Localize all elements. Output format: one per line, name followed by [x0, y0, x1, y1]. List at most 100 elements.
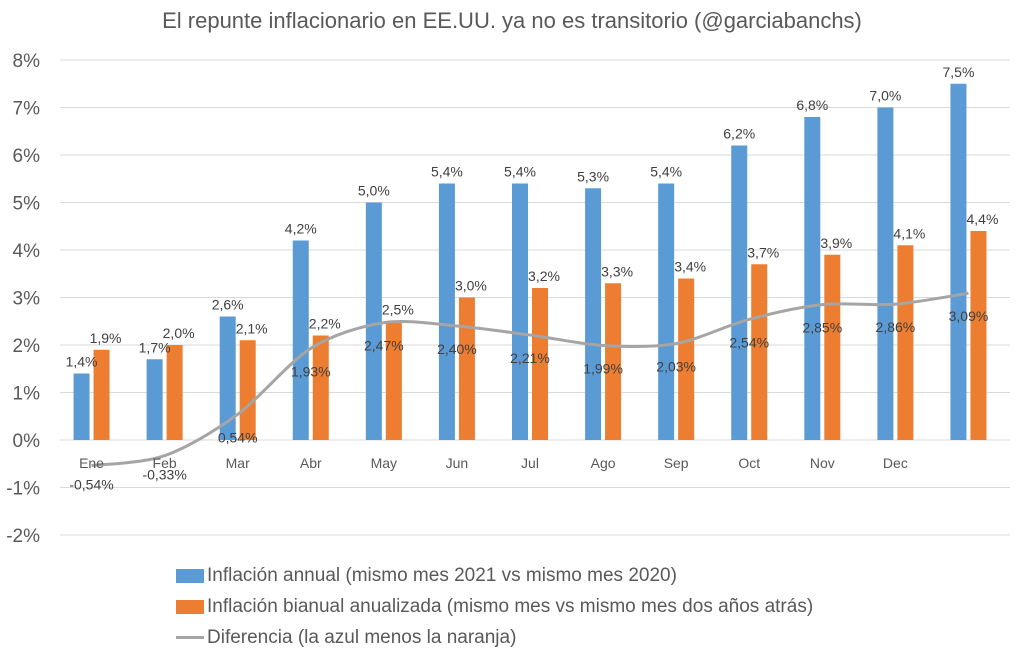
- data-label-difference: 2,86%: [876, 319, 916, 335]
- data-label-biannual: 4,1%: [893, 225, 925, 241]
- bar-annual: [292, 240, 309, 440]
- bar-biannual: [605, 283, 622, 440]
- bar-biannual: [897, 245, 914, 440]
- y-tick-label: 5%: [13, 194, 41, 215]
- x-tick-label: Jul: [521, 455, 539, 471]
- y-tick-label: 7%: [13, 99, 41, 120]
- bar-annual: [365, 202, 382, 440]
- bar-biannual: [458, 297, 475, 440]
- data-label-biannual: 3,3%: [601, 263, 633, 279]
- x-tick-label: Oct: [738, 455, 760, 471]
- bar-biannual: [532, 288, 548, 440]
- chart-plot: -2% -1% 0% 1% 2% 3% 4% 5% 6% 7% 8% Ene Feb Mar Abr May…: [6, 51, 1010, 547]
- data-label-annual: 1,4%: [66, 354, 98, 370]
- data-label-difference: 1,99%: [583, 360, 623, 376]
- bars: [73, 83, 987, 440]
- x-tick-label: Abr: [300, 455, 322, 471]
- legend-swatch-orange: [176, 599, 204, 614]
- data-label-difference: 2,54%: [729, 334, 769, 350]
- y-tick-label: -2%: [6, 526, 40, 547]
- x-tick-label: Ago: [591, 455, 616, 471]
- x-tick-label: Ene: [79, 455, 104, 471]
- data-label-annual: 4,2%: [285, 221, 317, 237]
- legend-item-biannual[interactable]: Inflación bianual anualizada (mismo mes …: [176, 591, 813, 622]
- data-label-difference: 2,40%: [437, 341, 477, 357]
- data-label-annual: 7,5%: [943, 64, 975, 80]
- data-label-annual: 1,7%: [139, 339, 171, 355]
- data-label-annual: 6,2%: [723, 126, 755, 142]
- x-tick-label: Jun: [446, 455, 469, 471]
- data-label-annual: 6,8%: [796, 97, 828, 113]
- bar-biannual: [312, 335, 329, 440]
- data-label-difference: 2,85%: [802, 320, 842, 336]
- data-label-annual: 5,3%: [577, 168, 609, 184]
- data-label-biannual: 2,2%: [309, 316, 341, 332]
- legend-item-difference[interactable]: Diferencia (la azul menos la naranja): [176, 622, 813, 653]
- y-axis-ticks: -2% -1% 0% 1% 2% 3% 4% 5% 6% 7% 8%: [6, 51, 40, 547]
- x-tick-label: May: [371, 455, 397, 471]
- y-tick-label: 8%: [13, 51, 41, 72]
- bar-annual: [438, 183, 455, 440]
- data-label-biannual: 4,4%: [967, 211, 999, 227]
- bar-biannual: [751, 264, 768, 440]
- legend-swatch-blue: [176, 568, 204, 583]
- data-label-annual: 2,6%: [212, 297, 244, 313]
- bar-annual: [146, 359, 163, 440]
- legend-label-biannual: Inflación bianual anualizada (mismo mes …: [207, 595, 814, 617]
- bar-biannual: [239, 340, 256, 440]
- bar-biannual: [166, 345, 183, 440]
- bar-biannual: [678, 278, 695, 440]
- data-label-difference: 2,47%: [364, 338, 404, 354]
- x-axis-ticks: Ene Feb Mar Abr May Jun Jul Ago Sep Oct Nov Dec: [79, 455, 908, 471]
- legend: Inflación annual (mismo mes 2021 vs mism…: [176, 560, 813, 653]
- y-tick-label: 6%: [13, 146, 41, 167]
- x-tick-label: Dec: [883, 455, 908, 471]
- data-label-biannual: 2,5%: [382, 301, 414, 317]
- data-label-difference: 2,21%: [510, 350, 550, 366]
- y-tick-label: 4%: [13, 241, 41, 262]
- bar-annual: [73, 373, 90, 440]
- bar-biannual: [970, 231, 987, 440]
- bar-biannual: [824, 254, 841, 440]
- bar-annual: [950, 83, 967, 440]
- x-tick-label: Sep: [664, 455, 689, 471]
- y-tick-label: 0%: [13, 431, 41, 452]
- bar-annual: [585, 188, 602, 440]
- bar-annual: [658, 183, 675, 440]
- difference-line-group: [91, 291, 969, 468]
- legend-label-annual: Inflación annual (mismo mes 2021 vs mism…: [207, 564, 677, 586]
- data-label-difference: -0,54%: [69, 477, 113, 493]
- data-label-annual: 5,0%: [358, 183, 390, 199]
- data-label-difference: 0,54%: [218, 429, 258, 445]
- y-tick-label: 2%: [13, 336, 41, 357]
- data-label-annual: 5,4%: [431, 164, 463, 180]
- bar-biannual: [93, 349, 110, 440]
- bar-annual: [877, 107, 894, 440]
- data-label-biannual: 3,2%: [528, 268, 560, 284]
- x-tick-label: Nov: [810, 455, 835, 471]
- y-tick-label: -1%: [6, 479, 40, 500]
- bar-annual: [804, 117, 821, 440]
- data-label-annual: 5,4%: [650, 164, 682, 180]
- legend-item-annual[interactable]: Inflación annual (mismo mes 2021 vs mism…: [176, 560, 813, 591]
- x-tick-label: Feb: [153, 455, 177, 471]
- data-label-biannual: 3,0%: [455, 278, 487, 294]
- bar-biannual: [385, 321, 402, 440]
- data-label-annual: 5,4%: [504, 164, 536, 180]
- data-labels: 1,4% 1,9% 1,7%2,0% 2,6% 2,1% 4,2% 2,2% 5,0% 2,5%…: [66, 64, 999, 493]
- data-label-difference: 2,03%: [656, 359, 696, 375]
- data-label-biannual: 3,7%: [747, 244, 779, 260]
- legend-label-difference: Diferencia (la azul menos la naranja): [207, 626, 517, 648]
- x-tick-label: Mar: [226, 455, 250, 471]
- data-label-annual: 7,0%: [869, 88, 901, 104]
- y-tick-label: 1%: [13, 384, 41, 405]
- bar-annual: [512, 183, 528, 440]
- data-label-biannual: 3,4%: [674, 259, 706, 275]
- data-label-difference: -0,33%: [142, 467, 186, 483]
- legend-swatch-gray-line: [176, 636, 204, 639]
- bar-annual: [731, 145, 748, 440]
- data-label-difference: 1,93%: [291, 363, 331, 379]
- data-label-biannual: 1,9%: [90, 330, 122, 346]
- chart-title: El repunte inflacionario en EE.UU. ya no…: [162, 8, 862, 33]
- bar-annual: [219, 316, 236, 440]
